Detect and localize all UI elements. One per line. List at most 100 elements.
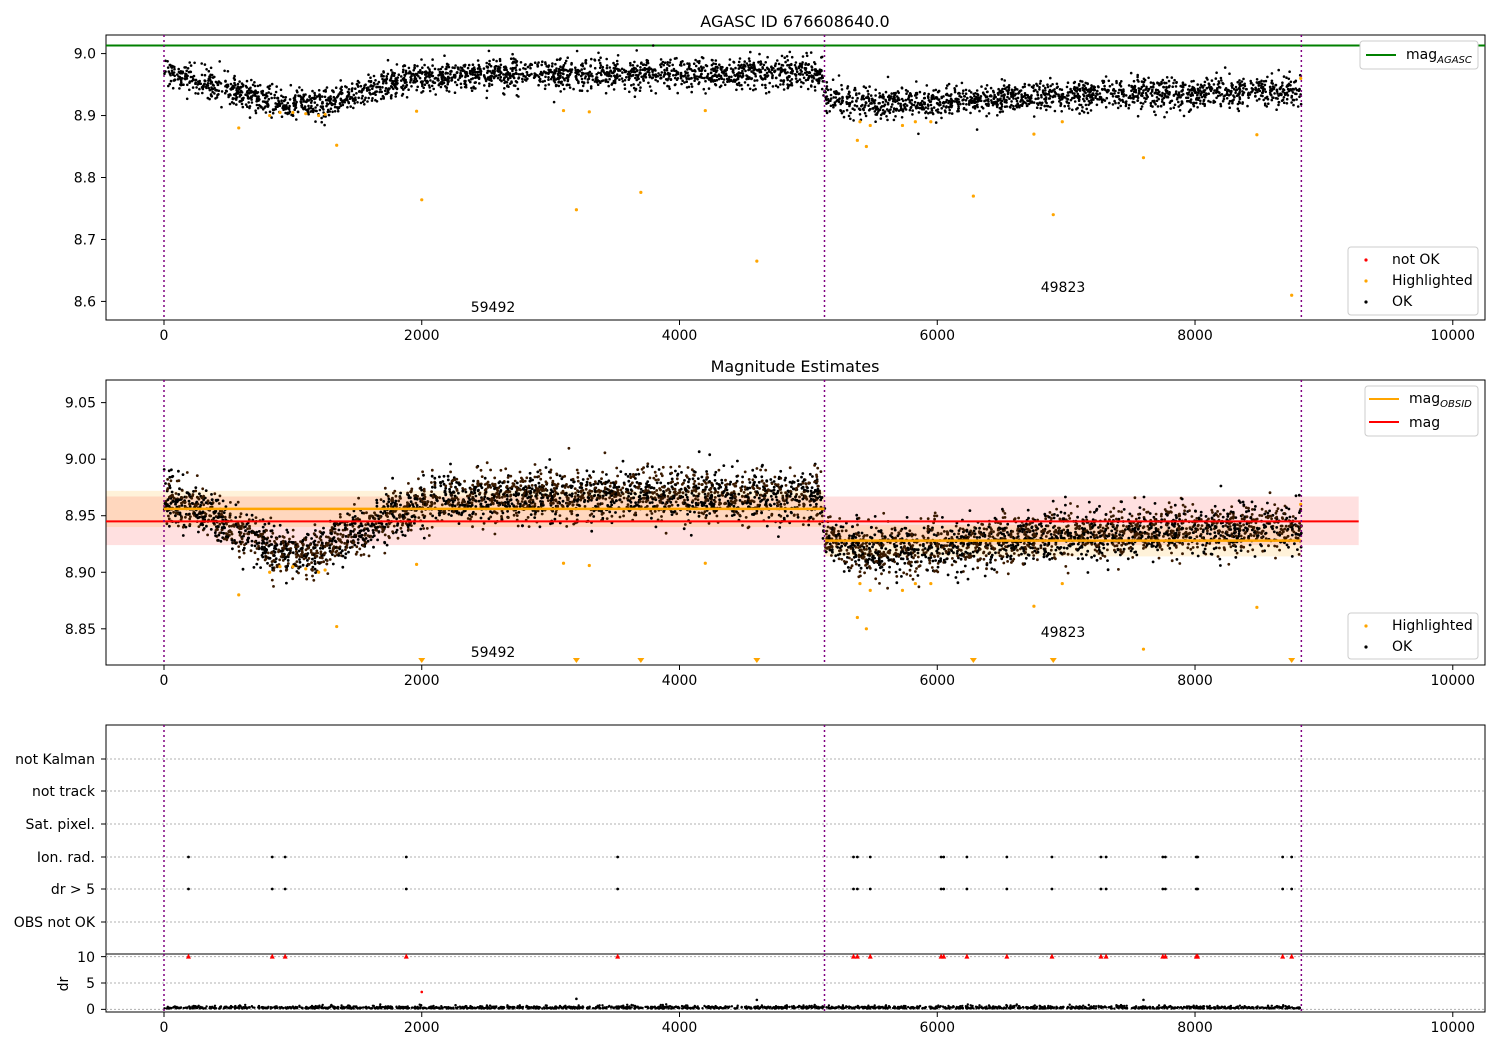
ok-point — [327, 99, 330, 102]
ok-point — [581, 478, 585, 481]
ok-point — [561, 484, 565, 488]
ok-point — [1021, 85, 1025, 89]
ok-point — [1090, 93, 1094, 96]
ok-point — [407, 71, 411, 75]
ok-point — [245, 91, 249, 94]
ok-point — [528, 73, 532, 77]
ok-point — [374, 93, 377, 96]
ok-point — [1160, 95, 1164, 98]
ok-point — [340, 85, 344, 89]
ok-point — [668, 74, 671, 78]
ok-point — [1272, 96, 1275, 99]
ok-point — [1049, 105, 1052, 109]
ok-point — [976, 97, 980, 101]
ok-point — [1085, 97, 1089, 101]
ok-point — [686, 74, 690, 77]
ok-point — [627, 78, 631, 81]
ok-point — [1124, 94, 1128, 97]
ok-point — [1184, 83, 1187, 87]
ok-point — [209, 73, 212, 77]
ok-point — [1255, 99, 1259, 102]
highlighted-point — [335, 143, 339, 147]
ok-point — [597, 58, 601, 62]
ok-point — [566, 56, 569, 59]
ok-point — [529, 66, 532, 70]
ok-point — [1275, 108, 1278, 111]
ok-point — [644, 76, 648, 79]
ok-point — [391, 79, 395, 83]
ok-point — [586, 81, 590, 84]
ok-point — [1006, 522, 1010, 526]
ok-point — [365, 511, 368, 515]
ok-point — [692, 62, 696, 65]
ok-point — [1219, 76, 1223, 80]
ok-point — [515, 481, 519, 485]
ok-point — [478, 82, 481, 85]
ok-point — [1077, 99, 1081, 102]
ok-point — [1159, 82, 1163, 86]
x-tick-label: 4000 — [662, 673, 698, 689]
ok-point — [552, 79, 556, 82]
ok-point — [599, 56, 602, 59]
ok-point — [391, 71, 394, 74]
ok-point — [683, 74, 687, 77]
ok-point — [188, 61, 191, 64]
ok-point — [1065, 101, 1069, 104]
ok-point — [1270, 81, 1273, 85]
ok-point — [883, 103, 887, 106]
ok-point — [1045, 104, 1049, 108]
ok-point — [1076, 92, 1080, 96]
ok-point — [618, 515, 622, 519]
ok-point — [1111, 83, 1114, 86]
ok-point — [1258, 97, 1261, 101]
ok-point — [747, 68, 750, 72]
ok-point — [323, 95, 327, 99]
ok-point — [727, 75, 731, 79]
ok-point — [1010, 88, 1014, 92]
ok-point — [474, 512, 478, 516]
ok-point — [416, 72, 419, 76]
ok-point — [461, 68, 464, 72]
ok-point — [246, 105, 249, 108]
ok-point — [416, 64, 419, 68]
ok-point — [1218, 86, 1222, 89]
ok-point — [1270, 93, 1273, 97]
ok-point — [1009, 557, 1013, 561]
ok-point — [796, 479, 800, 482]
ok-point — [402, 84, 405, 87]
ok-point — [329, 97, 333, 101]
ok-point — [878, 108, 882, 111]
ok-point — [926, 107, 930, 110]
ok-point — [178, 75, 182, 79]
ok-point — [554, 62, 557, 66]
ok-point — [1189, 101, 1193, 104]
ok-point — [664, 78, 668, 81]
ok-point — [826, 101, 830, 104]
ok-point — [1109, 92, 1113, 95]
ok-point — [263, 96, 267, 100]
ok-point — [1137, 87, 1141, 90]
ok-point — [914, 105, 918, 109]
ok-point — [544, 84, 547, 87]
ok-point — [765, 71, 769, 75]
ok-point — [422, 86, 426, 90]
ok-point — [308, 94, 312, 98]
ok-point — [1089, 88, 1093, 91]
ok-point — [1093, 86, 1097, 89]
ok-point — [654, 525, 658, 529]
ok-point — [899, 107, 903, 110]
ok-point — [1108, 101, 1111, 105]
ok-point — [1285, 97, 1289, 101]
ok-point — [1038, 86, 1041, 89]
ok-point — [620, 67, 624, 71]
ok-point — [1043, 97, 1046, 101]
ok-point — [563, 61, 567, 65]
ok-point — [1182, 93, 1185, 96]
ok-point — [656, 80, 659, 83]
ok-point — [473, 70, 477, 74]
ok-point — [463, 65, 467, 68]
ok-point — [325, 86, 329, 89]
ok-point — [763, 77, 766, 80]
ok-point — [1133, 101, 1136, 104]
ok-point — [787, 85, 790, 89]
